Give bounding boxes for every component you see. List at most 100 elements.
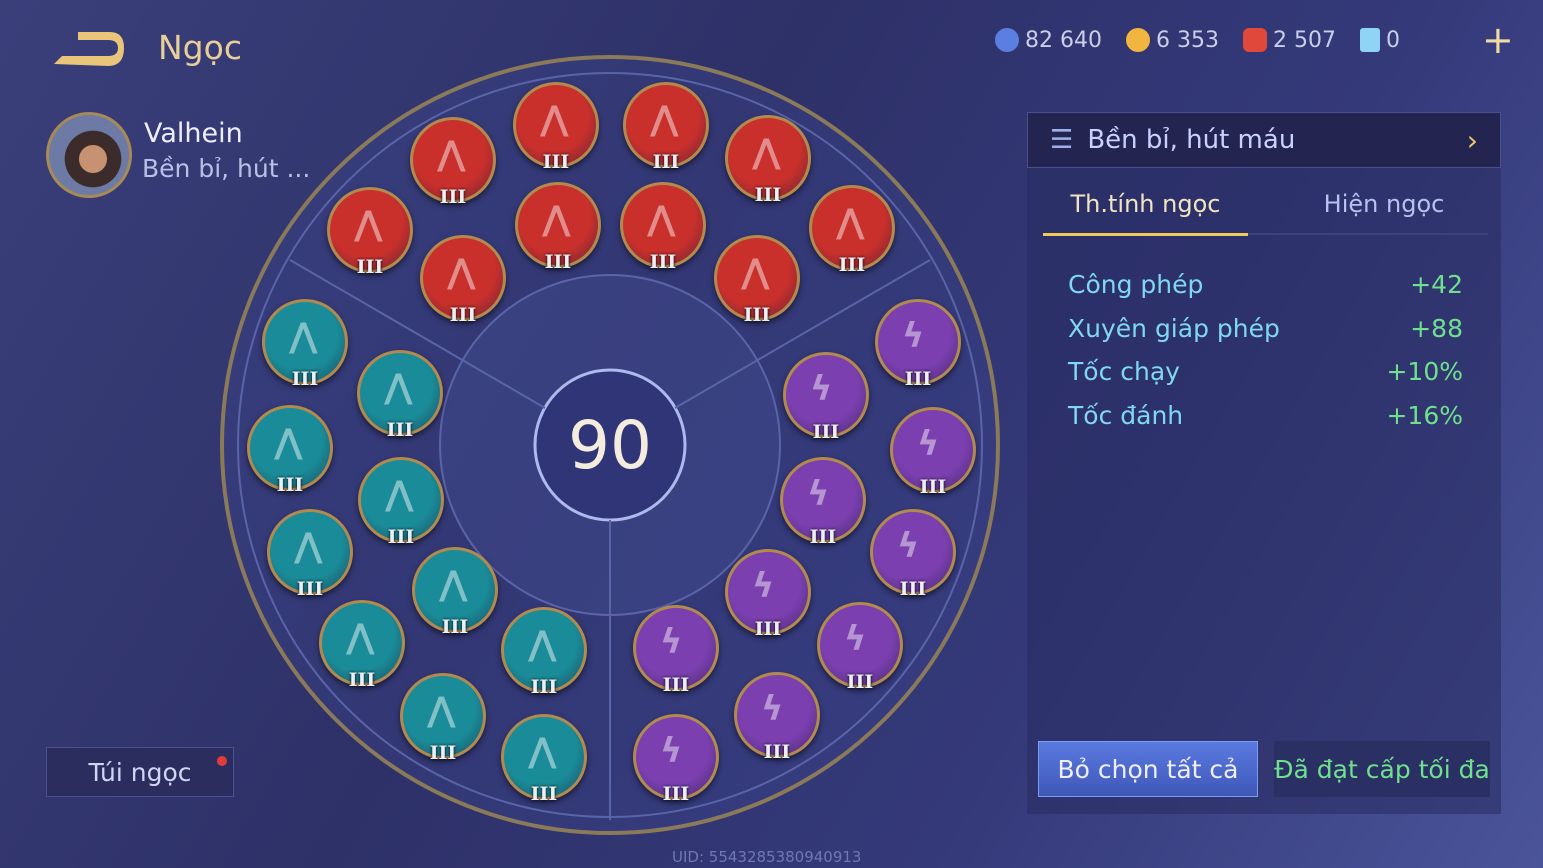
red-rune-glyph-icon: ⋀ (650, 99, 679, 139)
rune-level: III (530, 676, 558, 698)
red-rune-glyph-icon: ⋀ (752, 132, 781, 172)
rune-level: III (754, 618, 782, 640)
rune-purple[interactable]: ϟ III (817, 602, 903, 693)
hero-name: Valhein (144, 118, 243, 149)
rune-level: III (291, 368, 319, 390)
rune-teal[interactable]: ⋀ III (358, 457, 444, 548)
rune-level: III (919, 476, 947, 498)
red-rune-glyph-icon: ⋀ (741, 252, 770, 292)
purple-rune-glyph-icon: ϟ (810, 369, 833, 409)
rune-teal[interactable]: ⋀ III (501, 607, 587, 698)
rune-level: III (662, 783, 690, 805)
rune-level: III (530, 783, 558, 805)
avatar[interactable] (46, 112, 132, 198)
currency-value: 82 640 (1025, 27, 1102, 53)
rune-page-short: Bền bỉ, hút ... (142, 154, 311, 183)
rune-teal[interactable]: ⋀ III (262, 299, 348, 390)
rune-purple[interactable]: ϟ III (783, 352, 869, 443)
stat-name: Công phép (1068, 270, 1204, 299)
rune-level: III (386, 419, 414, 441)
rune-level: III (754, 184, 782, 206)
rune-purple[interactable]: ϟ III (875, 299, 961, 390)
rune-level: III (429, 742, 457, 764)
stat-name: Tốc chạy (1068, 357, 1180, 386)
teal-rune-glyph-icon: ⋀ (439, 564, 468, 604)
tab-rune-stats[interactable]: Th.tính ngọc (1043, 190, 1248, 236)
rune-red[interactable]: ⋀ III (410, 117, 496, 208)
rune-teal[interactable]: ⋀ III (400, 673, 486, 764)
stat-value: +88 (1410, 314, 1463, 343)
max-level-button[interactable]: Đã đạt cấp tối đa (1274, 741, 1490, 797)
rune-level: III (652, 151, 680, 173)
purple-rune-glyph-icon: ϟ (660, 622, 683, 662)
rune-red[interactable]: ⋀ III (327, 187, 413, 278)
red-rune-glyph-icon: ⋀ (354, 204, 383, 244)
rune-red[interactable]: ⋀ III (725, 115, 811, 206)
rune-level: III (296, 578, 324, 600)
stat-row: Xuyên giáp phép +88 (1068, 314, 1463, 343)
tab-show-runes[interactable]: Hiện ngọc (1323, 190, 1445, 218)
rune-red[interactable]: ⋀ III (420, 235, 506, 326)
tab-divider (1248, 233, 1488, 235)
teal-rune-glyph-icon: ⋀ (427, 690, 456, 730)
rune-page-selector[interactable]: ☰ Bền bỉ, hút máu › (1027, 112, 1501, 168)
stat-row: Tốc đánh +16% (1068, 401, 1463, 430)
rune-purple[interactable]: ϟ III (890, 407, 976, 498)
purple-rune-glyph-icon: ϟ (917, 424, 940, 464)
stat-value: +42 (1410, 270, 1463, 299)
currency-gold: 6 353 (1125, 28, 1219, 53)
rune-purple[interactable]: ϟ III (780, 457, 866, 548)
rune-teal[interactable]: ⋀ III (501, 714, 587, 805)
red-gem-icon (1242, 28, 1267, 52)
purple-rune-glyph-icon: ϟ (761, 689, 784, 729)
stat-name: Xuyên giáp phép (1068, 314, 1280, 343)
red-rune-glyph-icon: ⋀ (437, 134, 466, 174)
rune-bag-button[interactable]: Túi ngọc (46, 747, 234, 797)
rune-red[interactable]: ⋀ III (515, 182, 601, 273)
rune-purple[interactable]: ϟ III (870, 509, 956, 600)
rune-purple[interactable]: ϟ III (633, 714, 719, 805)
teal-rune-glyph-icon: ⋀ (528, 624, 557, 664)
teal-rune-glyph-icon: ⋀ (384, 367, 413, 407)
rune-teal[interactable]: ⋀ III (319, 600, 405, 691)
currency-value: 0 (1385, 27, 1400, 53)
rune-bag-label: Túi ngọc (88, 757, 192, 787)
rune-teal[interactable]: ⋀ III (247, 405, 333, 496)
rune-level: III (387, 526, 415, 548)
back-arrow-icon[interactable] (48, 28, 124, 70)
purple-rune-glyph-icon: ϟ (897, 526, 920, 566)
rune-level: III (449, 304, 477, 326)
rune-purple[interactable]: ϟ III (734, 672, 820, 763)
rune-red[interactable]: ⋀ III (623, 82, 709, 173)
add-currency-button[interactable]: + (1482, 18, 1514, 62)
rune-red[interactable]: ⋀ III (809, 185, 895, 276)
rune-level: III (846, 671, 874, 693)
rune-red[interactable]: ⋀ III (714, 235, 800, 326)
rune-teal[interactable]: ⋀ III (267, 509, 353, 600)
rune-level-total: 90 (568, 406, 652, 484)
rune-teal[interactable]: ⋀ III (357, 350, 443, 441)
rune-purple[interactable]: ϟ III (725, 549, 811, 640)
currency-red: 2 507 (1242, 28, 1336, 53)
rune-level: III (348, 669, 376, 691)
rune-level: III (439, 186, 467, 208)
notification-dot (217, 756, 227, 766)
rune-red[interactable]: ⋀ III (620, 182, 706, 273)
rune-teal[interactable]: ⋀ III (412, 547, 498, 638)
red-rune-glyph-icon: ⋀ (540, 99, 569, 139)
red-rune-glyph-icon: ⋀ (542, 199, 571, 239)
deselect-all-button[interactable]: Bỏ chọn tất cả (1038, 741, 1258, 797)
red-rune-glyph-icon: ⋀ (447, 252, 476, 292)
blue-coin-icon (995, 28, 1019, 52)
rune-page-name: Bền bỉ, hút máu (1087, 125, 1296, 155)
rune-red[interactable]: ⋀ III (513, 82, 599, 173)
rune-level: III (542, 151, 570, 173)
purple-rune-glyph-icon: ϟ (807, 474, 830, 514)
rune-purple[interactable]: ϟ III (633, 605, 719, 696)
stat-name: Tốc đánh (1068, 401, 1184, 430)
purple-rune-glyph-icon: ϟ (752, 566, 775, 606)
teal-rune-glyph-icon: ⋀ (274, 422, 303, 462)
red-rune-glyph-icon: ⋀ (836, 202, 865, 242)
red-rune-glyph-icon: ⋀ (647, 199, 676, 239)
stat-value: +16% (1386, 401, 1463, 430)
